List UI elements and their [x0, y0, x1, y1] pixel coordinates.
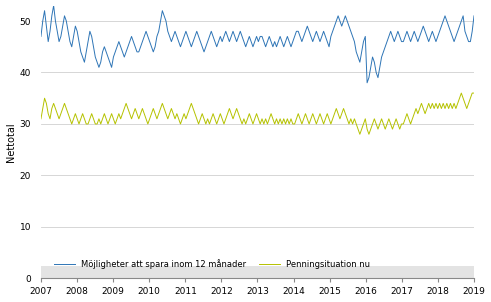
Penningsituation nu	[38, 117, 44, 120]
Penningsituation nu	[357, 133, 363, 136]
Penningsituation nu	[471, 91, 477, 95]
Line: Penningsituation nu: Penningsituation nu	[41, 93, 474, 134]
Möjligheter att spara inom 12 månader	[444, 19, 450, 23]
Y-axis label: Nettotal: Nettotal	[5, 122, 16, 162]
Penningsituation nu	[459, 91, 464, 95]
Möjligheter att spara inom 12 månader	[51, 4, 56, 7]
Möjligheter att spara inom 12 månader	[364, 81, 370, 85]
Legend: Möjligheter att spara inom 12 månader, Penningsituation nu: Möjligheter att spara inom 12 månader, P…	[54, 259, 370, 269]
Line: Möjligheter att spara inom 12 månader: Möjligheter att spara inom 12 månader	[41, 5, 474, 83]
Penningsituation nu	[56, 117, 62, 120]
Möjligheter att spara inom 12 månader	[471, 14, 477, 18]
Penningsituation nu	[185, 112, 191, 115]
Penningsituation nu	[67, 117, 73, 120]
Möjligheter att spara inom 12 månader	[326, 45, 332, 49]
Möjligheter att spara inom 12 månader	[58, 35, 64, 38]
Möjligheter att spara inom 12 månader	[109, 66, 114, 69]
Penningsituation nu	[442, 107, 448, 110]
Möjligheter att spara inom 12 månader	[69, 45, 75, 49]
Penningsituation nu	[107, 117, 113, 120]
Penningsituation nu	[324, 112, 330, 115]
Möjligheter att spara inom 12 månader	[187, 40, 192, 43]
Bar	[41, 265, 474, 281]
Möjligheter att spara inom 12 månader	[38, 35, 44, 38]
